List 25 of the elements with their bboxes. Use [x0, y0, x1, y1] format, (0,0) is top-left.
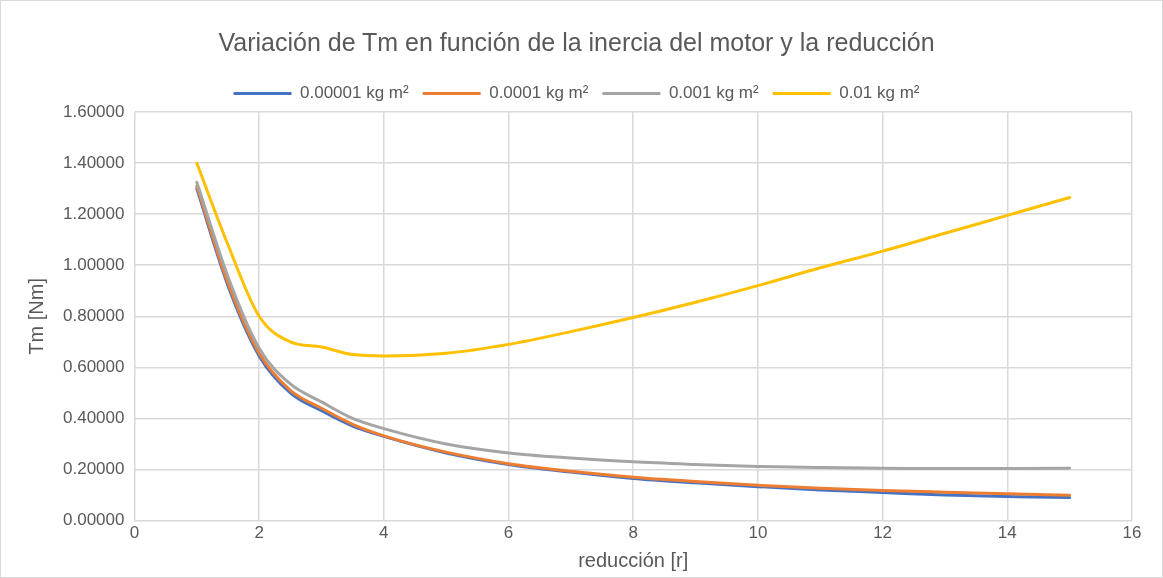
x-tick-label: 12 [873, 523, 893, 543]
x-tick-label: 6 [503, 523, 514, 543]
y-tick-label: 1.40000 [63, 152, 125, 172]
y-tick-label: 0.60000 [63, 357, 125, 377]
x-axis-title: reducción [r] [578, 548, 689, 571]
chart-title: Variación de Tm en función de la inercia del motor y la reducción [218, 27, 935, 56]
y-tick-label: 0.20000 [63, 459, 125, 479]
y-tick-label: 0.00000 [63, 510, 125, 530]
x-tick-label: 8 [628, 523, 638, 543]
legend-label: 0.01 kg m² [839, 83, 920, 103]
y-tick-label: 1.60000 [63, 101, 125, 121]
legend-label: 0.0001 kg m² [489, 83, 589, 103]
y-tick-label: 0.40000 [63, 408, 125, 428]
x-tick-label: 2 [254, 523, 264, 543]
x-tick-label: 0 [129, 523, 140, 543]
x-tick-label: 14 [997, 523, 1017, 543]
y-axis-title: Tm [Nm] [24, 277, 47, 355]
y-tick-label: 1.20000 [63, 203, 125, 223]
y-tick-label: 0.80000 [63, 305, 125, 325]
x-tick-label: 4 [379, 523, 389, 543]
y-tick-label: 1.00000 [63, 254, 125, 274]
legend-label: 0.00001 kg m² [300, 83, 410, 103]
legend-label: 0.001 kg m² [668, 83, 760, 103]
x-tick-label: 10 [748, 523, 768, 543]
x-tick-label: 16 [1122, 523, 1142, 543]
